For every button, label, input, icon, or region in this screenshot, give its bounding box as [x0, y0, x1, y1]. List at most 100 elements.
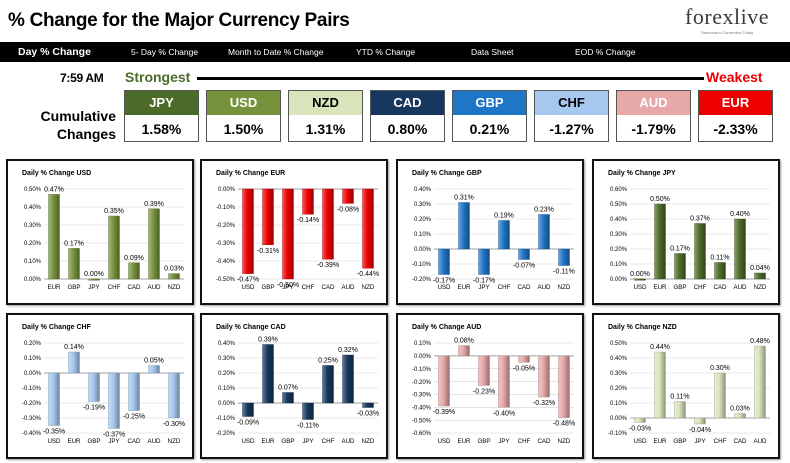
tab-5-day-change[interactable]: 5- Day % Change: [131, 47, 199, 57]
bar-aud: [342, 354, 354, 404]
x-tick-label: AUD: [753, 438, 767, 445]
x-tick-label: JPY: [282, 284, 293, 291]
tab-data-sheet[interactable]: Data Sheet: [471, 47, 514, 57]
data-label: -0.04%: [689, 427, 711, 434]
bar-gbp: [262, 188, 274, 245]
chart-panel-jpy: Daily % Change JPY 0.00% 0.10% 0.20% 0.30% 0.…: [592, 159, 780, 305]
x-tick-label: CHF: [108, 284, 121, 291]
y-tick-label: 0.10%: [610, 262, 628, 268]
currency-code: CAD: [371, 91, 444, 115]
bar-usd: [48, 372, 60, 426]
cumulative-changes-label: Cumulative Changes: [38, 107, 116, 143]
bar-gbp: [282, 392, 294, 404]
x-tick-label: AUD: [147, 284, 161, 291]
data-label: -0.48%: [553, 421, 575, 428]
data-label: 0.00%: [84, 271, 104, 278]
cumulative-label-line2: Changes: [56, 126, 116, 142]
chart-title: Daily % Change USD: [22, 170, 91, 177]
x-tick-label: NZD: [362, 284, 375, 291]
data-label: -0.39%: [317, 262, 339, 269]
y-tick-label: -0.40%: [216, 259, 236, 265]
data-label: -0.03%: [357, 411, 379, 418]
x-tick-label: CAD: [127, 284, 141, 291]
y-tick-label: -0.60%: [412, 431, 432, 437]
data-label: 0.19%: [494, 213, 514, 220]
data-label: -0.44%: [357, 271, 379, 278]
data-label: -0.03%: [629, 426, 651, 433]
x-tick-label: EUR: [457, 284, 471, 291]
data-label: -0.39%: [433, 409, 455, 416]
bar-chart: Daily % Change CAD -0.20% -0.10% 0.00% 0.10%…: [216, 324, 379, 445]
page-title: % Change for the Major Currency Pairs: [8, 10, 350, 31]
data-label: 0.47%: [44, 186, 64, 193]
currency-cumulative-value: -1.79%: [631, 121, 676, 137]
bar-nzd: [558, 355, 570, 418]
bar-gbp: [68, 248, 80, 280]
y-tick-label: -0.10%: [216, 416, 236, 422]
tab-day-change[interactable]: Day % Change: [18, 46, 91, 58]
tab-ytd-change[interactable]: YTD % Change: [356, 47, 416, 57]
data-label: -0.08%: [337, 206, 359, 213]
data-label: -0.31%: [257, 248, 279, 255]
currency-tile-chf: CHF -1.27%: [534, 90, 609, 142]
y-tick-label: 0.00%: [24, 371, 42, 377]
y-tick-label: 0.30%: [24, 223, 42, 229]
brand-logo-text: forexlive: [685, 4, 769, 29]
bar-nzd: [558, 248, 570, 266]
bar-usd: [242, 402, 254, 417]
y-tick-label: -0.10%: [412, 262, 432, 268]
data-label: 0.32%: [338, 347, 358, 354]
bar-nzd: [754, 272, 766, 280]
currency-code: AUD: [617, 91, 690, 115]
x-tick-label: JPY: [108, 438, 119, 445]
bar-jpy: [478, 248, 490, 275]
y-tick-label: -0.40%: [412, 405, 432, 411]
y-tick-label: -0.20%: [216, 431, 236, 437]
y-tick-label: -0.30%: [412, 393, 432, 399]
y-tick-label: -0.10%: [412, 367, 432, 373]
cumulative-label-line1: Cumulative: [40, 108, 116, 124]
chart-title: Daily % Change CHF: [22, 324, 92, 331]
x-tick-label: AUD: [537, 284, 551, 291]
y-tick-label: 0.00%: [610, 416, 628, 422]
tab-month-to-date-change[interactable]: Month to Date % Change: [228, 47, 324, 57]
x-tick-label: JPY: [498, 438, 509, 445]
bar-chf: [518, 355, 530, 363]
x-tick-label: CHF: [498, 284, 511, 291]
currency-cumulative-value: 0.80%: [387, 121, 428, 137]
y-tick-label: 0.40%: [218, 341, 236, 347]
chart-panel-chf: Daily % Change CHF -0.40% -0.30% -0.20% -0.1…: [6, 313, 194, 459]
currency-tile-gbp: GBP 0.21%: [452, 90, 527, 142]
data-label: 0.03%: [730, 406, 750, 413]
data-label: -0.05%: [513, 365, 535, 372]
bar-cad: [128, 372, 140, 411]
x-tick-label: JPY: [88, 284, 99, 291]
data-label: 0.40%: [730, 211, 750, 218]
y-tick-label: 0.00%: [218, 401, 236, 407]
y-tick-label: 0.40%: [610, 356, 628, 362]
y-tick-label: 0.20%: [610, 247, 628, 253]
y-tick-label: 0.20%: [24, 241, 42, 247]
y-tick-label: -0.20%: [22, 401, 42, 407]
y-tick-label: 0.10%: [414, 232, 432, 238]
strength-scale-line: [197, 77, 704, 80]
data-label: 0.35%: [104, 208, 124, 215]
bar-eur: [68, 351, 80, 374]
data-label: -0.30%: [163, 421, 185, 428]
x-tick-label: CHF: [714, 438, 727, 445]
currency-tile-aud: AUD -1.79%: [616, 90, 691, 142]
y-tick-label: 0.20%: [414, 217, 432, 223]
data-label: -0.17%: [473, 278, 495, 285]
data-label: -0.14%: [297, 217, 319, 224]
bar-cad: [518, 248, 530, 260]
data-label: 0.00%: [630, 271, 650, 278]
currency-code: JPY: [125, 91, 198, 115]
bar-gbp: [88, 372, 100, 402]
tab-eod-change[interactable]: EOD % Change: [575, 47, 636, 57]
bar-chart: Daily % Change EUR -0.50% -0.40% -0.30% -0.2…: [216, 170, 379, 291]
data-label: 0.31%: [454, 195, 474, 202]
y-tick-label: 0.00%: [414, 354, 432, 360]
brand-logo[interactable]: forexlive Tomorrow's Currencies Today: [676, 4, 778, 40]
currency-cumulative-value: 0.21%: [469, 121, 510, 137]
x-tick-label: CAD: [127, 438, 141, 445]
